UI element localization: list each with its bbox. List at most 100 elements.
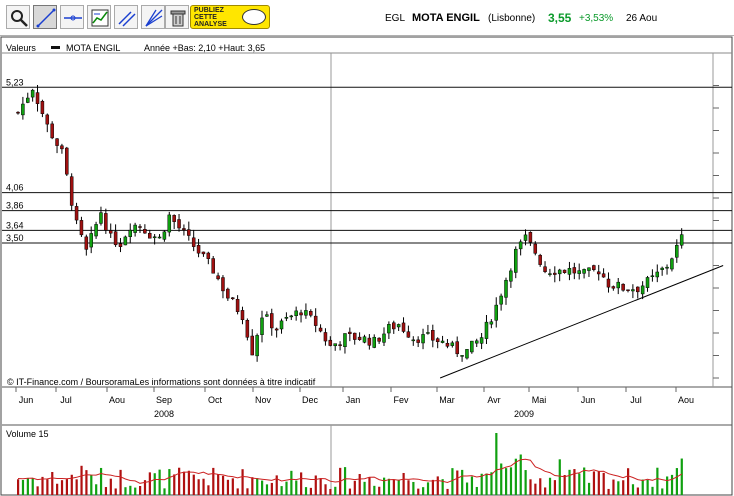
candle-body [363, 337, 366, 343]
volume-bar [559, 459, 561, 495]
candle-body [334, 344, 337, 346]
volume-bar [281, 486, 283, 495]
candle-body [636, 287, 639, 292]
publish-analysis-button[interactable]: PUBLIEZ CETTE ANALYSE [190, 5, 270, 29]
candle-body [578, 271, 581, 274]
chart-toolbar: PUBLIEZ CETTE ANALYSE EGL MOTA ENGIL (Li… [0, 0, 734, 36]
candle-body [402, 323, 405, 332]
volume-bar [110, 479, 112, 495]
candle-body [666, 267, 669, 268]
volume-bar [368, 477, 370, 495]
volume-bar [315, 475, 317, 495]
quote-ticker: EGL [385, 13, 405, 24]
volume-bar [207, 485, 209, 495]
volume-bar [612, 480, 614, 495]
candle-body [95, 224, 98, 236]
month-label: Jun [581, 395, 596, 405]
volume-bar [295, 481, 297, 495]
volume-bar [95, 484, 97, 495]
volume-bar [115, 488, 117, 495]
volume-bar [417, 489, 419, 495]
candle-body [656, 272, 659, 277]
volume-bar [617, 481, 619, 495]
publish-analysis-label: PUBLIEZ CETTE ANALYSE [194, 7, 227, 28]
volume-bar [461, 470, 463, 495]
candle-body [617, 282, 620, 288]
candle-body [446, 343, 449, 346]
speech-bubble-icon [242, 9, 266, 25]
volume-bar [173, 474, 175, 495]
candle-body [597, 272, 600, 274]
price-level-label: 3,50 [6, 233, 24, 243]
month-label: Oct [208, 395, 223, 405]
volume-bar [237, 488, 239, 495]
candle-body [392, 323, 395, 329]
candle-body [207, 253, 210, 259]
candle-body [573, 267, 576, 273]
volume-bar [568, 470, 570, 495]
volume-bar [163, 488, 165, 495]
volume-bar [549, 478, 551, 495]
indicator-tool-button[interactable] [87, 5, 111, 29]
candle-body [426, 332, 429, 333]
volume-bar [388, 479, 390, 495]
horizontal-line-tool-button[interactable] [60, 5, 84, 29]
candle-body [270, 313, 273, 327]
candle-body [490, 322, 493, 324]
month-label: Jan [346, 395, 361, 405]
candle-body [56, 139, 59, 146]
candle-body [187, 230, 190, 236]
candle-body [129, 230, 132, 237]
volume-bar [490, 472, 492, 495]
volume-bar [578, 473, 580, 495]
trendline-icon [34, 6, 58, 30]
candle-body [465, 349, 468, 358]
candle-body [641, 286, 644, 294]
volume-bar [17, 479, 19, 495]
candle-body [290, 316, 293, 317]
candle-body [680, 235, 683, 246]
candle-body [407, 332, 410, 338]
candle-body [436, 339, 439, 342]
volume-bar [603, 473, 605, 495]
candle-body [31, 90, 34, 97]
candle-body [592, 266, 595, 270]
candle-body [539, 255, 542, 264]
parallel-lines-tool-button[interactable] [114, 5, 138, 29]
volume-bar [407, 480, 409, 495]
candle-body [319, 328, 322, 331]
zoom-tool-button[interactable] [6, 5, 30, 29]
candle-body [256, 335, 259, 355]
volume-bar [90, 475, 92, 495]
volume-bar [525, 470, 527, 495]
volume-bar [661, 488, 663, 495]
volume-bar [515, 459, 517, 495]
quote-name: MOTA ENGIL [412, 12, 480, 24]
volume-bar [159, 470, 161, 495]
candle-body [651, 276, 654, 277]
price-level-label: 5,23 [6, 77, 24, 87]
candle-body [646, 277, 649, 287]
candle-body [514, 249, 517, 272]
volume-bar [656, 468, 658, 495]
volume-label: Volume 15 [6, 429, 49, 439]
candle-body [329, 340, 332, 345]
candle-body [236, 299, 239, 311]
stock-chart[interactable]: Valeurs MOTA ENGIL Année +Bas: 2,10 +Hau… [0, 36, 734, 496]
candle-body [158, 237, 161, 238]
volume-bar [637, 487, 639, 495]
candle-body [397, 324, 400, 327]
volume-bar [432, 480, 434, 495]
trendline-tool-button[interactable] [33, 5, 57, 29]
price-level-label: 4,06 [6, 183, 24, 193]
horizontal-line-icon [61, 6, 85, 30]
candle-body [36, 93, 39, 104]
delete-tool-button[interactable] [165, 5, 189, 29]
volume-bar [564, 475, 566, 495]
volume-bar [505, 468, 507, 495]
candle-body [300, 313, 303, 315]
fibonacci-tool-button[interactable] [141, 5, 165, 29]
volume-bar [261, 481, 263, 495]
candle-body [373, 337, 376, 347]
candle-body [485, 322, 488, 338]
